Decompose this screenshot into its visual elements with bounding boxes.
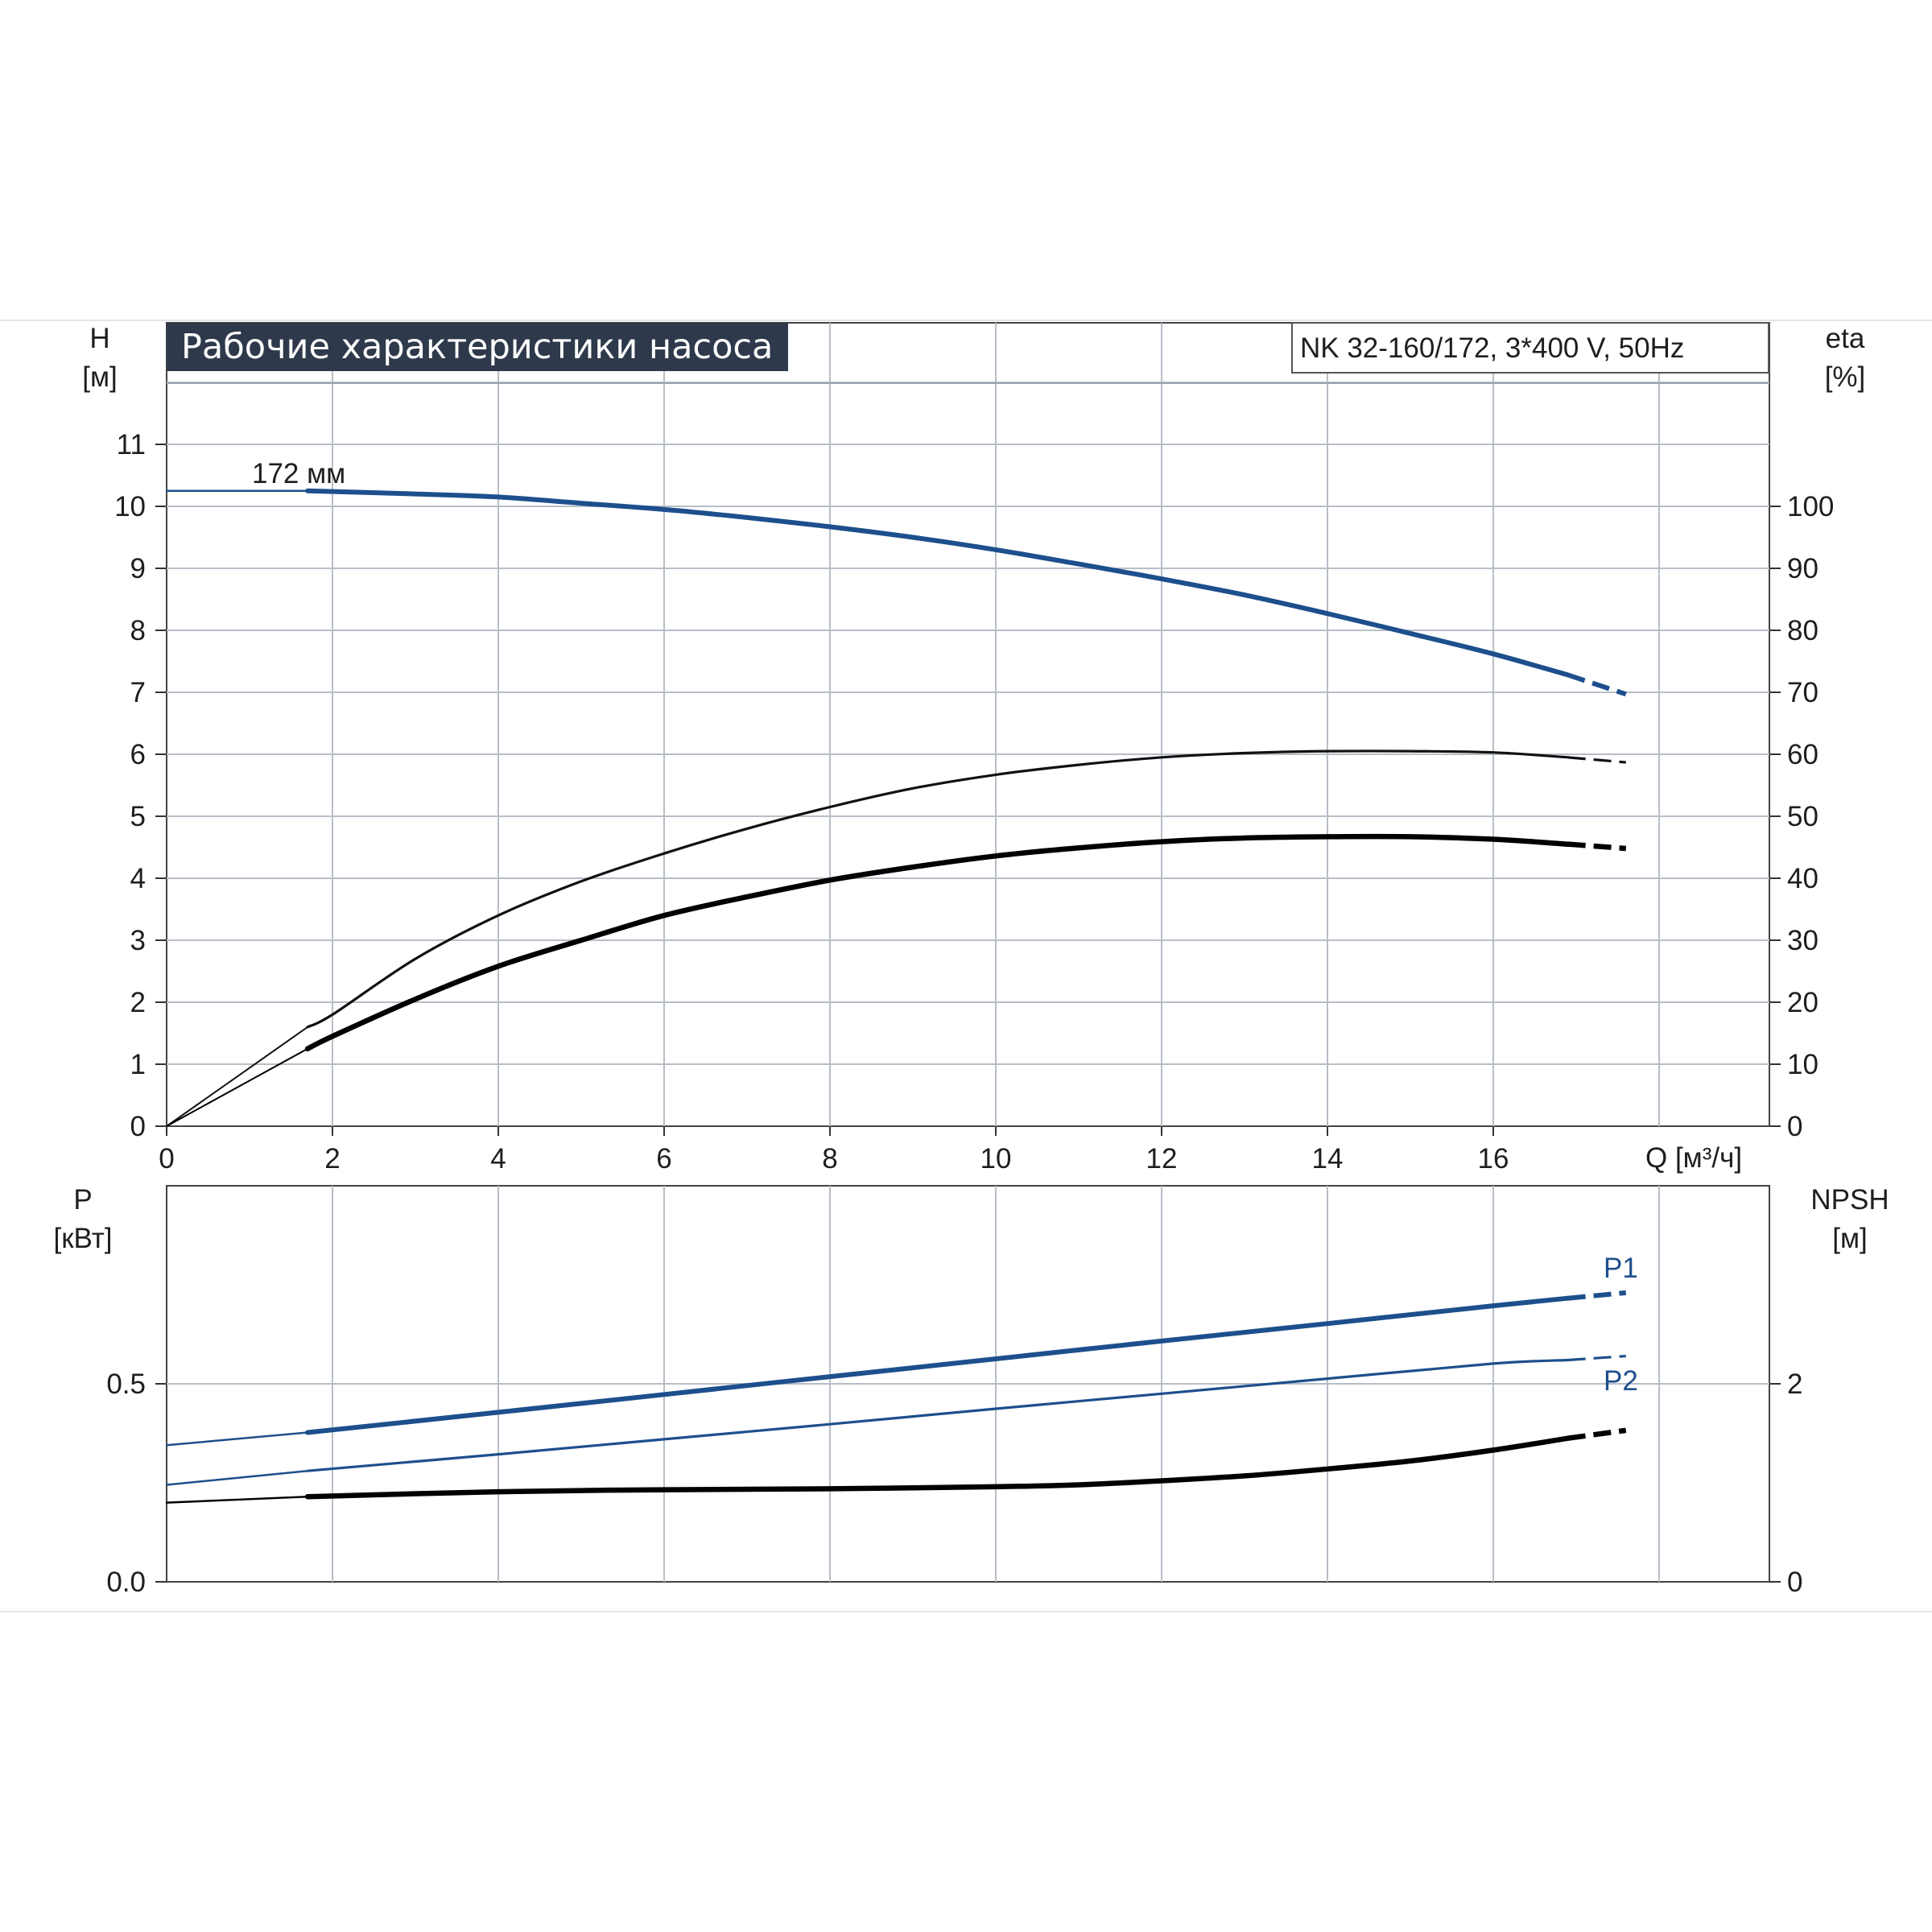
q-tick-label: 10 (980, 1143, 1012, 1174)
h-tick-label: 10 (114, 491, 146, 522)
chart-title: Рабочие характеристики насоса (181, 327, 773, 367)
eta-tick-label: 80 (1787, 615, 1818, 646)
p1-curve-start (165, 1431, 309, 1447)
chart-subtitle: NK 32-160/172, 3*400 V, 50Hz (1300, 332, 1684, 364)
top-series (165, 488, 1627, 1127)
h-tick-label: 7 (130, 677, 146, 708)
eta-tick-label: 70 (1787, 677, 1818, 708)
efficiency-curve-thick-start (166, 1047, 309, 1127)
efficiency-curve-thin-extension (1567, 756, 1626, 764)
x-axis-label: Q [м³/ч] (1645, 1142, 1742, 1174)
q-tick-label: 2 (324, 1143, 340, 1174)
y-left-label-unit: [м] (82, 361, 118, 393)
npsh-axis-label-symbol: NPSH (1810, 1184, 1889, 1216)
top-plot-area (166, 322, 1770, 1127)
p1-label: P1 (1604, 1253, 1638, 1284)
eta-tick-label: 90 (1787, 553, 1818, 584)
q-tick-label: 0 (159, 1143, 174, 1174)
npsh-curve-extension (1567, 1427, 1627, 1441)
p2-curve-start (165, 1469, 309, 1486)
p1-curve-extension (1567, 1290, 1627, 1301)
h-tick-label: 5 (130, 801, 146, 832)
bottom-series (165, 1290, 1627, 1504)
head-curve-extension (1567, 672, 1627, 697)
h-tick-label: 4 (130, 863, 146, 894)
p-tick-label: 0.0 (106, 1567, 146, 1598)
head-curve (305, 488, 1571, 678)
npsh-curve (304, 1435, 1571, 1500)
series-annotation-impeller: 172 мм (252, 458, 345, 489)
npsh-curve-start (165, 1495, 309, 1504)
p-tick-label: 0.5 (106, 1368, 146, 1400)
power-npsh-panel: 0.0 0.5 0 2 P1 P2 P [кВт] NPSH [м] (54, 1184, 1889, 1598)
npsh-tick-label: 2 (1787, 1368, 1802, 1400)
efficiency-curve-thin (306, 749, 1570, 1029)
eta-tick-label: 50 (1787, 801, 1818, 832)
bottom-grid (167, 1186, 1769, 1582)
h-tick-label: 8 (130, 615, 146, 646)
h-tick-label: 1 (130, 1049, 146, 1080)
y-left-label-symbol: H (89, 323, 109, 354)
subtitle-box (1291, 322, 1769, 374)
q-tick-label: 6 (656, 1143, 671, 1174)
y-right-label-symbol: eta (1826, 323, 1865, 354)
eta-tick-label: 0 (1787, 1111, 1802, 1142)
eta-tick-label: 30 (1787, 925, 1818, 956)
eta-tick-label: 20 (1787, 987, 1818, 1018)
h-tick-label: 0 (130, 1111, 146, 1142)
efficiency-curve-thick (304, 833, 1571, 1052)
q-tick-label: 14 (1312, 1143, 1344, 1174)
npsh-axis-label-unit: [м] (1832, 1223, 1868, 1254)
h-tick-label: 3 (130, 925, 146, 956)
eta-tick-label: 100 (1787, 491, 1834, 522)
y-right-label-unit: [%] (1825, 361, 1866, 393)
q-tick-label: 16 (1478, 1143, 1509, 1174)
eta-tick-label: 40 (1787, 863, 1818, 894)
bottom-ticks: 0.0 0.5 0 2 (106, 1368, 1802, 1598)
p2-curve (306, 1358, 1570, 1472)
h-tick-label: 6 (130, 739, 146, 770)
h-tick-label: 2 (130, 987, 146, 1018)
h-tick-label: 11 (117, 429, 146, 460)
eta-tick-label: 60 (1787, 739, 1818, 770)
q-tick-label: 4 (490, 1143, 506, 1174)
p1-curve (305, 1295, 1571, 1435)
q-tick-label: 12 (1146, 1143, 1178, 1174)
npsh-tick-label: 0 (1787, 1567, 1802, 1598)
p-axis-label-symbol: P (73, 1184, 92, 1216)
p2-label: P2 (1604, 1365, 1638, 1397)
efficiency-curve-thin-start (166, 1026, 309, 1127)
q-tick-label: 8 (822, 1143, 837, 1174)
eta-tick-label: 10 (1787, 1049, 1818, 1080)
p2-curve-extension (1567, 1354, 1626, 1362)
h-tick-label: 9 (130, 553, 146, 584)
title-box (167, 323, 788, 371)
p-axis-label-unit: [кВт] (54, 1223, 113, 1254)
efficiency-curve-thick-extension (1567, 841, 1627, 852)
